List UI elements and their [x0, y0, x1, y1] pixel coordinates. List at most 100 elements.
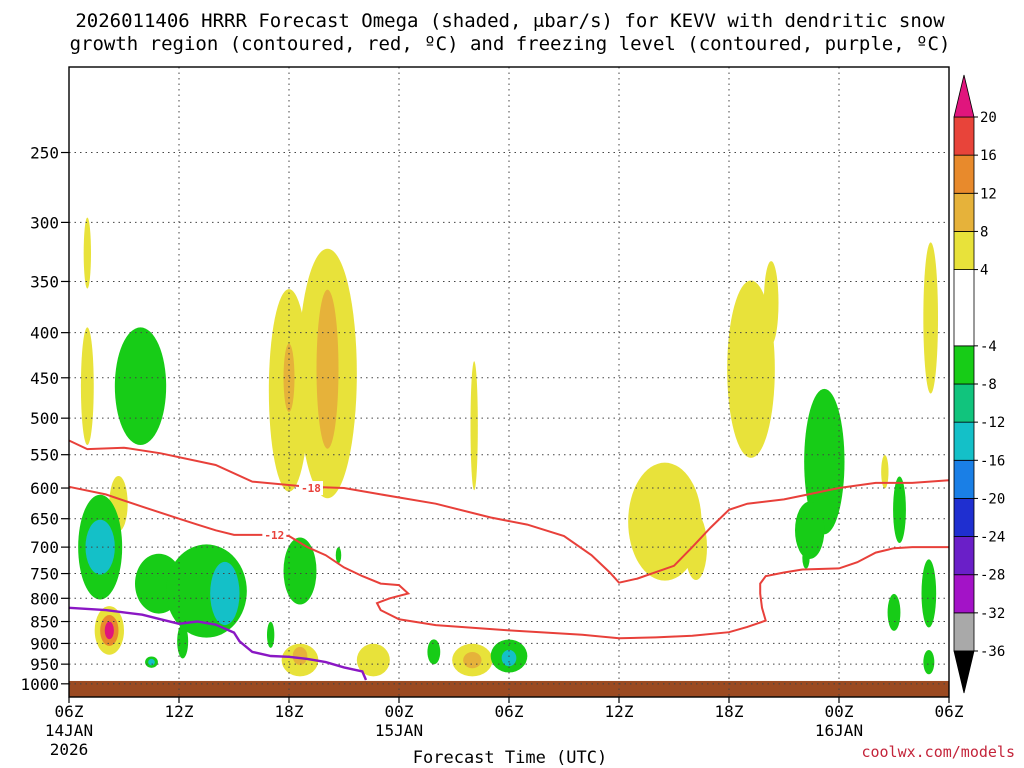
x-tick-label: 18Z [715, 702, 744, 721]
omega-blob [114, 327, 167, 445]
colorbar-tick-label: 16 [980, 148, 997, 164]
colorbar-upper-arrow [953, 74, 975, 118]
omega-blob [802, 547, 810, 569]
x-tick-label: 00Z [385, 702, 414, 721]
x-tick-label: 12Z [605, 702, 634, 721]
omega-blob [104, 621, 114, 640]
y-tick-label: 850 [30, 613, 59, 632]
omega-blob [887, 593, 901, 631]
y-tick-label: 700 [30, 538, 59, 557]
colorbar-segment [953, 345, 975, 385]
colorbar-tick-label: -28 [980, 568, 1005, 584]
omega-blob [470, 361, 478, 491]
contour-label-bg [299, 481, 323, 496]
chart-title-line-2: growth region (contoured, red, ºC) and f… [70, 33, 951, 55]
y-tick-label: 550 [30, 446, 59, 465]
y-tick-label: 800 [30, 589, 59, 608]
colorbar-segment [953, 459, 975, 499]
y-axis-ticks: 250 300 350 400 450 500 550 600 650 700 750 800 850 9… [20, 144, 69, 694]
omega-blob [335, 547, 342, 564]
y-tick-label: 500 [30, 409, 59, 428]
omega-blob [148, 658, 155, 666]
colorbar-tick-label: -8 [980, 377, 997, 393]
x-axis-label: Forecast Time (UTC) [413, 748, 607, 768]
y-tick-label: 250 [30, 144, 59, 163]
colorbar-tick-label: -36 [980, 644, 1005, 660]
x-tick-label: 06Z [935, 702, 964, 721]
y-tick-label: 950 [30, 655, 59, 674]
colorbar-segment [953, 154, 975, 194]
omega-blob [763, 261, 779, 345]
chart-title-line-1: 2026011406 HRRR Forecast Omega (shaded, … [75, 10, 945, 32]
x-tick-year: 2026 [50, 740, 89, 759]
omega-blob [923, 649, 935, 675]
y-tick-label: 900 [30, 634, 59, 653]
x-tick-date: 16JAN [815, 721, 863, 740]
omega-blob [921, 559, 937, 628]
colorbar-tick-label: -20 [980, 491, 1005, 507]
x-tick-date: 15JAN [375, 721, 423, 740]
x-tick-label: 00Z [825, 702, 854, 721]
y-tick-label: 650 [30, 510, 59, 529]
colorbar-segment [953, 574, 975, 614]
contour-label-bg [262, 527, 287, 542]
omega-blob [292, 646, 308, 666]
colorbar-tick-label: 20 [980, 110, 997, 126]
omega-blob [177, 624, 189, 659]
colorbar-segment [953, 192, 975, 232]
x-tick-label: 06Z [495, 702, 524, 721]
credit-text: coolwx.com/models [861, 743, 1015, 761]
y-tick-label: 450 [30, 369, 59, 388]
omega-blob [923, 242, 939, 394]
colorbar-tick-label: 4 [980, 263, 988, 279]
colorbar-segment [953, 536, 975, 576]
colorbar-segment [953, 421, 975, 461]
colorbar: 20 16 12 8 4 -4 -8 -12 -16 -20 -24 -28 -32 -36 [953, 74, 1005, 694]
colorbar-segment [953, 383, 975, 423]
colorbar-tick-label: -12 [980, 415, 1005, 431]
omega-blob [85, 519, 115, 575]
colorbar-lower-arrow [953, 650, 975, 694]
omega-blob [628, 462, 702, 581]
x-tick-label: 12Z [165, 702, 194, 721]
omega-blob [83, 217, 92, 289]
omega-blob [80, 327, 94, 445]
omega-blob [727, 280, 775, 458]
omega-blob [804, 388, 845, 535]
colorbar-segment [953, 612, 975, 652]
x-tick-date: 14JAN [45, 721, 93, 740]
omega-blob [356, 643, 390, 677]
omega-blob [881, 455, 889, 489]
y-tick-label: 300 [30, 213, 59, 232]
y-tick-label: 400 [30, 324, 59, 343]
y-tick-label: 750 [30, 565, 59, 584]
colorbar-segment [953, 231, 975, 270]
freezing-level-line [68, 606, 368, 681]
colorbar-tick-label: 8 [980, 224, 988, 240]
y-tick-label: 1000 [20, 675, 59, 694]
omega-blob [463, 651, 482, 669]
omega-blob [267, 621, 275, 648]
omega-blob [316, 289, 339, 449]
omega-blob [283, 537, 317, 605]
contour-label: -18 [301, 482, 321, 495]
omega-blob [893, 476, 906, 544]
omega-blob [501, 649, 517, 667]
contour-label: -12 [264, 529, 284, 542]
freezing-level-contour [68, 606, 368, 681]
colorbar-tick-label: -24 [980, 530, 1005, 546]
colorbar-tick-label: -4 [980, 339, 997, 355]
colorbar-segment [953, 269, 975, 347]
dgz-contour-line [68, 439, 950, 584]
x-tick-label: 06Z [55, 702, 84, 721]
omega-blob [795, 501, 825, 559]
omega-blob [210, 561, 240, 626]
colorbar-tick-label: -32 [980, 606, 1005, 622]
dgz-contours: -18 -12 [68, 439, 950, 640]
colorbar-tick-label: 12 [980, 186, 997, 202]
colorbar-tick-label: -16 [980, 453, 1005, 469]
omega-blob [427, 639, 441, 665]
colorbar-segment [953, 498, 975, 537]
